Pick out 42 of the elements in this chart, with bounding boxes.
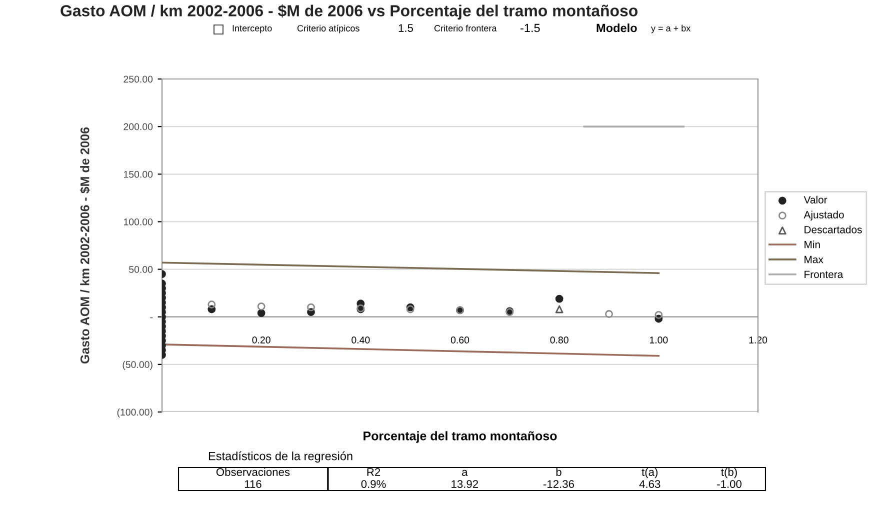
x-tick-label: 0.40: [352, 336, 370, 344]
y-tick-label: 150.00: [124, 170, 153, 178]
text: 1.5: [398, 24, 413, 32]
legend-label: Min: [804, 240, 820, 248]
text: Criterio atípicos: [297, 24, 360, 34]
text: R2: [367, 468, 380, 476]
x-tick-label: 0.20: [252, 336, 270, 344]
text: b: [556, 468, 562, 476]
y-tick-label: 250.00: [124, 76, 153, 83]
y-axis-title: Gasto AOM / km 2002-2006 - $M de 2006: [80, 127, 90, 364]
x-axis-title: Porcentaje del tramo montañoso: [364, 431, 557, 443]
text: 4.63: [639, 480, 660, 488]
text: Criterio frontera: [434, 24, 497, 32]
text: a: [462, 470, 468, 476]
text: t(b): [721, 468, 737, 478]
text: y = a + bx: [651, 24, 691, 34]
x-tick-label: 0.80: [550, 336, 568, 344]
x-tick-label: 0.60: [450, 336, 470, 344]
text: Modelo: [596, 24, 637, 32]
legend-label: Ajustado: [804, 210, 844, 220]
x-tick-label: 1.00: [650, 336, 668, 344]
legend-label: Frontera: [804, 270, 844, 278]
y-tick-label: 200.00: [124, 123, 153, 130]
y-tick-label: 50.00: [129, 266, 153, 273]
text: Estadísticos de la regresión: [208, 451, 352, 463]
legend-label: Descartados: [804, 226, 862, 234]
legend-label: Max: [804, 256, 824, 264]
y-tick-label: -: [150, 317, 153, 318]
legend-label: Valor: [804, 196, 828, 204]
y-tick-label: 100.00: [124, 218, 153, 226]
text: 0.9%: [361, 480, 386, 488]
text: -1.00: [717, 480, 742, 488]
text: -1.5: [520, 24, 540, 32]
y-tick-label: (50.00): [122, 360, 152, 370]
text: 116: [244, 480, 262, 488]
y-tick-label: (100.00): [117, 408, 152, 418]
text: Observaciones: [216, 468, 290, 476]
text: Intercepto: [232, 25, 272, 34]
text: -12.36: [543, 480, 574, 488]
text: t(a): [642, 468, 658, 478]
text: 13.92: [452, 480, 478, 488]
chart-title: Gasto AOM / km 2002-2006 - $M de 2006 vs Porcentaje del tramo montañoso: [60, 4, 638, 20]
